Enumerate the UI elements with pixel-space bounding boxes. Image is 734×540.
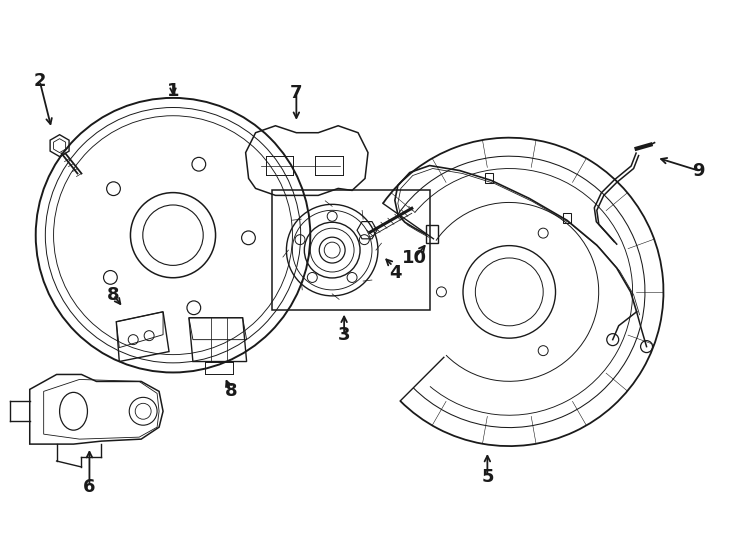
Text: 7: 7 — [290, 84, 302, 102]
Text: 2: 2 — [34, 72, 46, 90]
Bar — [426, 225, 437, 243]
Text: 9: 9 — [692, 161, 705, 179]
Text: 8: 8 — [225, 382, 237, 400]
Text: 4: 4 — [390, 264, 402, 282]
Text: 5: 5 — [481, 468, 494, 486]
Bar — [485, 173, 493, 184]
Text: 10: 10 — [402, 249, 427, 267]
Bar — [563, 213, 571, 223]
Text: 3: 3 — [338, 326, 350, 343]
Text: 6: 6 — [83, 478, 95, 496]
Text: 1: 1 — [167, 82, 179, 100]
Bar — [272, 191, 429, 310]
Text: 8: 8 — [107, 286, 120, 304]
